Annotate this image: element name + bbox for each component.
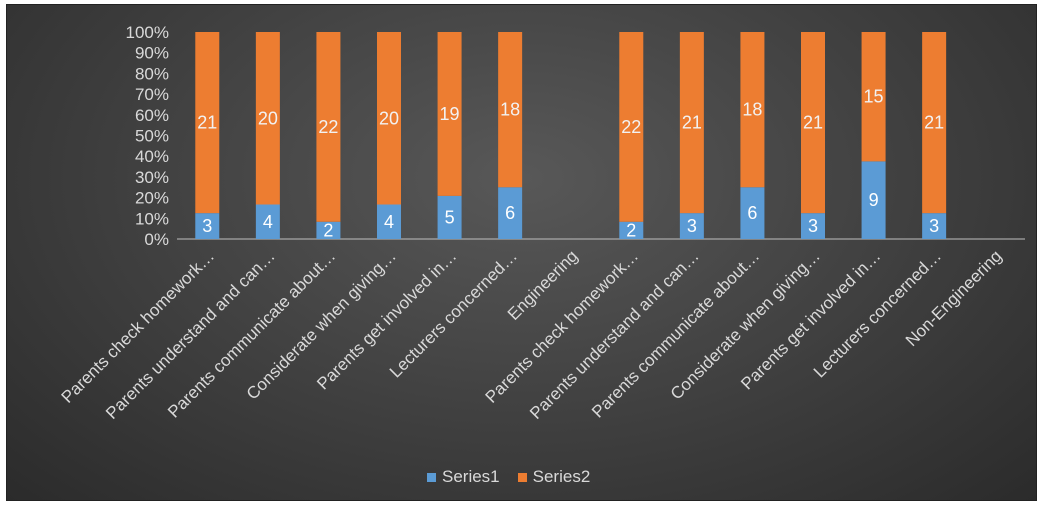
bar-series1	[619, 221, 644, 239]
data-label-series2: 18	[500, 100, 520, 120]
legend-swatch-series2	[517, 472, 527, 482]
bar-series1	[801, 213, 825, 239]
bar-series1	[498, 187, 523, 239]
bar-series2	[316, 32, 341, 222]
data-label-series2: 18	[742, 100, 762, 120]
bar-series1	[922, 213, 947, 239]
y-tick-label: 0%	[144, 230, 169, 249]
legend-item-series1: Series1	[427, 467, 500, 487]
data-label-series2: 22	[318, 117, 338, 137]
y-tick-label: 50%	[135, 127, 169, 146]
data-label-series2: 20	[258, 108, 278, 128]
legend-item-series2: Series2	[517, 467, 591, 487]
data-label-series2: 22	[621, 117, 641, 137]
data-label-series1: 2	[323, 220, 333, 240]
bar-series2	[195, 32, 220, 214]
bar-series2	[679, 32, 704, 214]
bar-series2	[498, 32, 523, 188]
data-label-series2: 21	[803, 113, 823, 133]
legend: Series1 Series2	[427, 467, 590, 487]
data-label-series2: 21	[682, 113, 702, 133]
data-label-series1: 3	[808, 216, 818, 236]
bar-series1	[316, 221, 341, 239]
data-label-series1: 9	[869, 190, 879, 210]
legend-label-series1: Series1	[442, 467, 500, 486]
bar-series1	[195, 213, 220, 239]
y-tick-label: 60%	[135, 106, 169, 125]
data-label-series1: 4	[384, 212, 394, 232]
y-tick-label: 90%	[135, 44, 169, 63]
bar-series2	[861, 32, 886, 162]
bar-series2	[801, 32, 825, 214]
stacked-bar-chart: 0%10%20%30%40%50%60%70%80%90%100%321Pare…	[58, 23, 1025, 423]
data-label-series1: 3	[929, 216, 939, 236]
y-tick-label: 80%	[135, 64, 169, 83]
bar-series1	[437, 195, 462, 239]
data-label-series2: 19	[440, 104, 460, 124]
bar-series2	[377, 32, 401, 205]
data-label-series2: 20	[379, 108, 399, 128]
bar-series1	[255, 204, 280, 239]
data-label-series2: 15	[864, 87, 884, 107]
data-label-series1: 2	[626, 220, 636, 240]
data-label-series1: 6	[505, 203, 515, 223]
y-tick-label: 30%	[135, 168, 169, 187]
data-label-series1: 4	[263, 212, 273, 232]
legend-label-series2: Series2	[532, 467, 591, 486]
chart-frame: 0% 10% 20% 30% 40% 50% 60% 70% 80% 90% 100% 3 21 Pare…	[6, 4, 1037, 501]
bar-series2	[255, 32, 280, 205]
bar-series1	[740, 187, 765, 239]
y-tick-label: 100%	[126, 23, 169, 42]
data-label-series2: 21	[924, 113, 944, 133]
bar-series2	[922, 32, 947, 214]
bar-series1	[679, 213, 704, 239]
data-label-series1: 3	[202, 216, 212, 236]
data-label-series1: 6	[747, 203, 757, 223]
data-label-series1: 5	[445, 207, 455, 227]
bar-series2	[740, 32, 765, 188]
bar-series1	[377, 204, 401, 239]
y-tick-label: 20%	[135, 189, 169, 208]
data-label-series2: 21	[197, 113, 217, 133]
y-tick-label: 10%	[135, 209, 169, 228]
legend-swatch-series1	[427, 472, 436, 482]
y-tick-label: 40%	[135, 147, 169, 166]
y-tick-label: 70%	[135, 85, 169, 104]
data-label-series1: 3	[687, 216, 697, 236]
bar-series2	[619, 32, 644, 222]
bar-series1	[861, 161, 886, 239]
bar-series2	[437, 32, 462, 196]
